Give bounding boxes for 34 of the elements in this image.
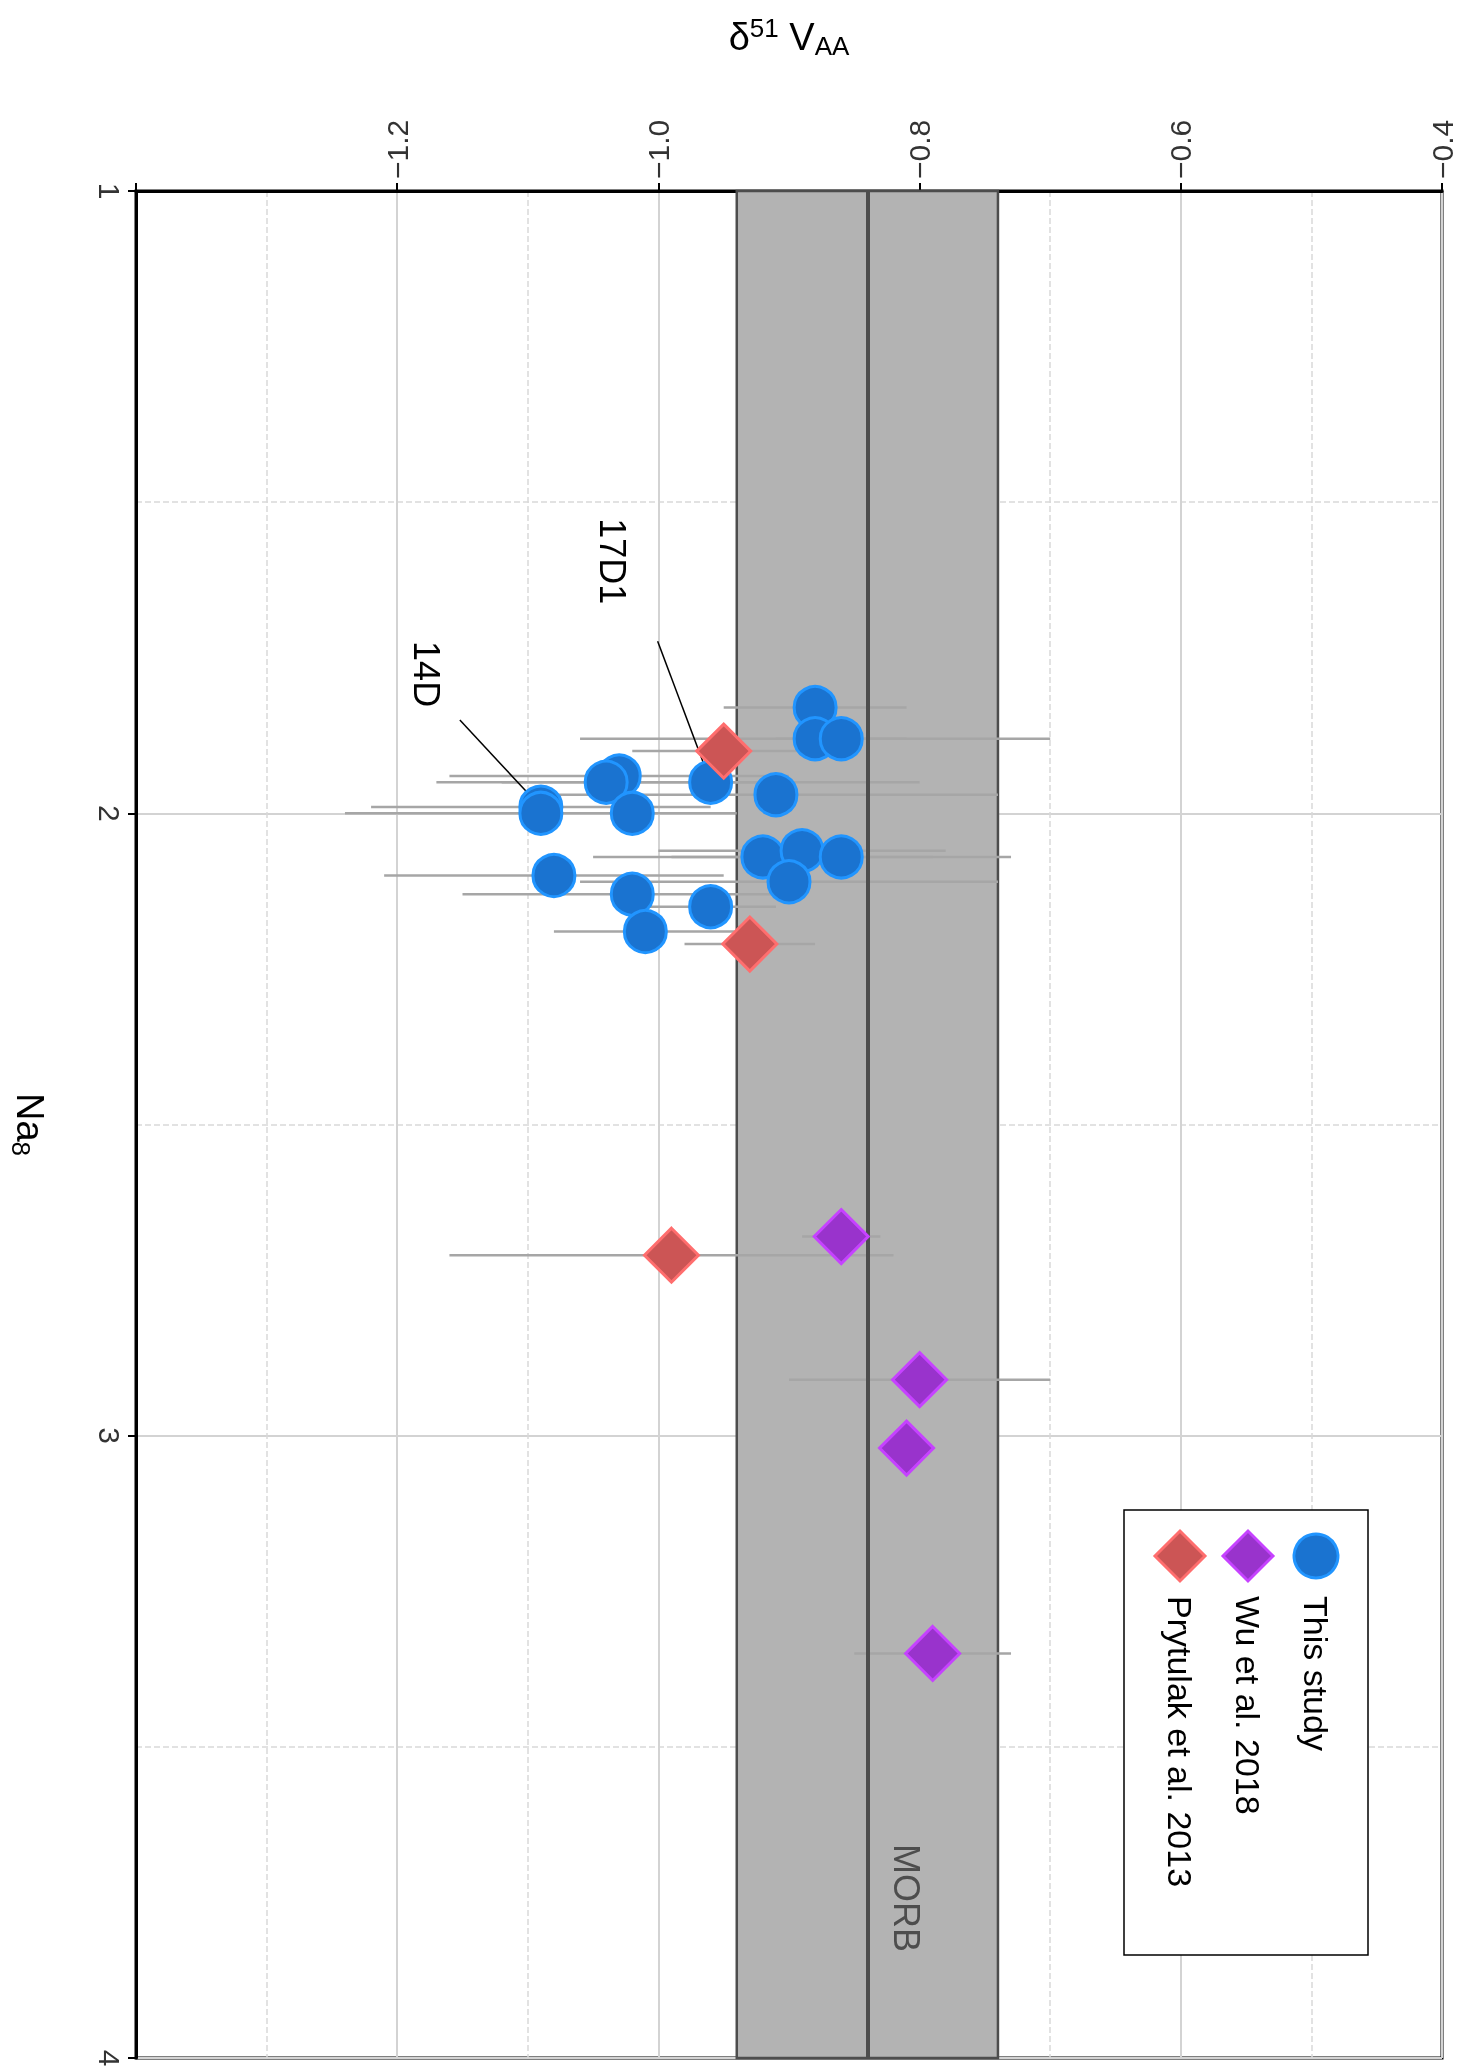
point — [818, 716, 864, 762]
point — [695, 722, 753, 780]
point — [518, 790, 564, 836]
y-tick-label: 3 — [92, 1427, 126, 1445]
point — [878, 1419, 936, 1477]
point — [609, 871, 655, 917]
point — [721, 915, 779, 973]
point — [766, 859, 812, 905]
y-tick-label: 1 — [92, 182, 126, 200]
legend-label: Prytulak et al. 2013 — [1161, 1596, 1199, 1888]
x-tick-label: −1.0 — [641, 119, 675, 179]
point — [583, 759, 629, 805]
annotation: 17D1 — [592, 518, 634, 605]
point — [818, 834, 864, 880]
x-tick-label: −0.4 — [1425, 119, 1458, 179]
point — [753, 772, 799, 818]
point — [891, 1351, 949, 1409]
point — [609, 790, 655, 836]
annotation: 14D — [406, 641, 448, 708]
y-axis-title: Na8 — [6, 1092, 51, 1157]
y-tick-label: 2 — [92, 804, 126, 822]
x-tick-label: −1.2 — [380, 119, 414, 179]
point — [904, 1624, 962, 1682]
y-tick-label: 4 — [92, 2049, 126, 2067]
point — [642, 1226, 700, 1284]
band-label: MORB — [886, 1844, 928, 1952]
point — [812, 1208, 870, 1266]
legend-label: This study — [1297, 1596, 1335, 1751]
point — [531, 853, 577, 899]
x-tick-label: −0.6 — [1164, 119, 1198, 179]
legend-label: Wu et al. 2018 — [1229, 1596, 1267, 1815]
point — [688, 884, 734, 930]
x-tick-label: −0.8 — [903, 119, 937, 179]
point — [622, 909, 668, 955]
